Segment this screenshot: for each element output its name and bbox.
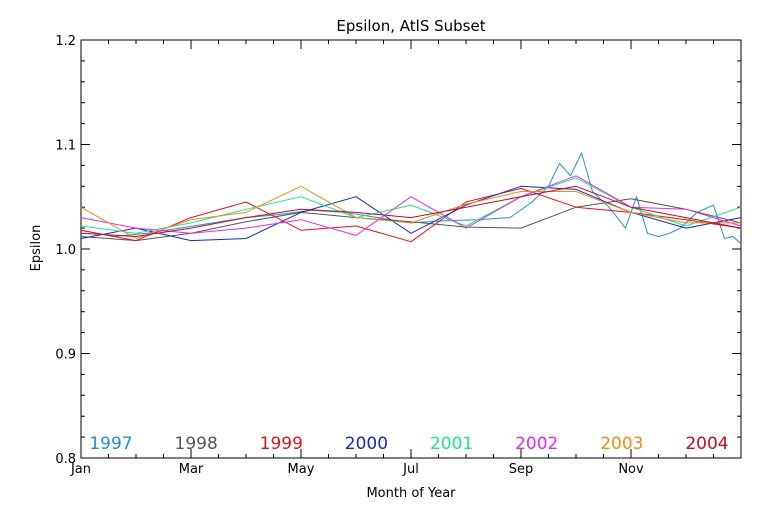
x-tick-label: Sep [509,462,534,477]
series-group [80,152,742,245]
x-axis: Jan Mar May Jul Sep Nov [70,40,714,477]
y-tick-label: 1.2 [55,34,76,49]
series-line-2001 [80,177,742,234]
legend-label-1999: 1999 [260,434,303,454]
y-tick-label: 0.8 [55,452,76,467]
x-tick-label: Nov [618,462,644,477]
x-tick-label: Mar [179,462,204,477]
x-tick-label: Jan [70,462,91,477]
series-line-2004 [80,185,742,237]
legend-label-1997: 1997 [89,434,132,454]
y-tick-label: 1.1 [55,139,76,154]
legend-label-2001: 2001 [430,434,473,454]
legend-label-2004: 2004 [685,434,728,454]
x-axis-title: Month of Year [366,486,456,501]
legend-label-2002: 2002 [515,434,558,454]
x-tick-label: Jul [402,462,419,477]
series-line-2003 [80,185,741,239]
chart-title: Epsilon, AtlS Subset [336,17,485,35]
y-tick-label: 1.0 [55,243,76,258]
legend-label-2000: 2000 [345,434,388,454]
plot-frame [80,39,742,459]
x-tick-label: May [288,462,315,477]
legend-label-2003: 2003 [600,434,643,454]
y-tick-label: 0.9 [55,348,76,363]
legend: 1997 1998 1999 2000 2001 2002 2003 2004 [89,434,728,454]
y-axis-title: Epsilon [29,225,44,272]
y-axis: 0.8 0.9 1.0 1.1 1.2 [55,34,741,467]
legend-label-1998: 1998 [175,434,218,454]
